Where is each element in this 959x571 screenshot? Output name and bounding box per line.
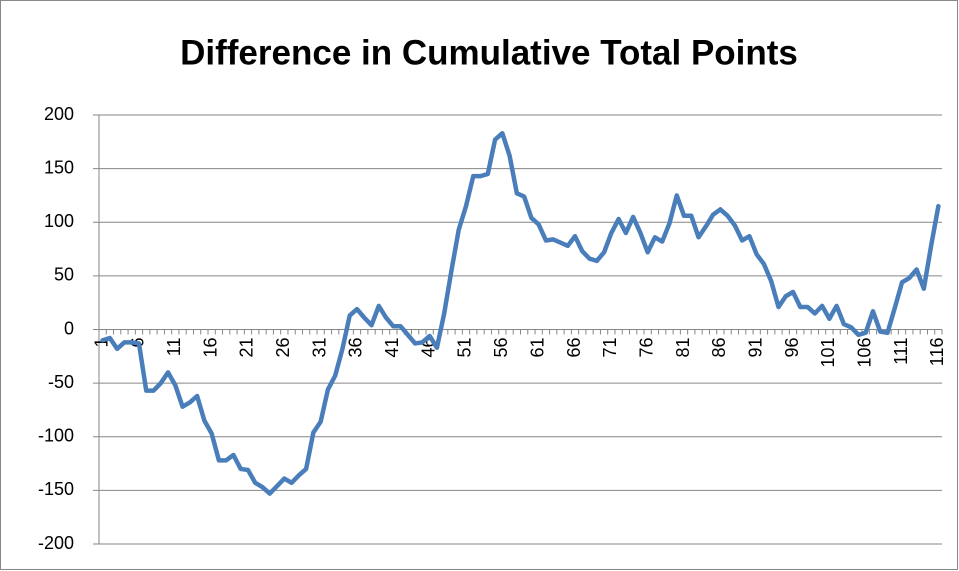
y-tick-label: 150 (44, 157, 74, 177)
x-tick-label: 76 (636, 338, 656, 358)
y-tick-label: 200 (44, 104, 74, 124)
y-tick-label: -100 (38, 426, 74, 446)
x-tick-label: 1 (91, 338, 111, 348)
x-tick-label: 36 (346, 338, 366, 358)
x-tick-label: 71 (600, 338, 620, 358)
x-tick-label: 91 (745, 338, 765, 358)
y-tick-label: -150 (38, 479, 74, 499)
x-tick-label: 81 (673, 338, 693, 358)
x-tick-label: 96 (782, 338, 802, 358)
data-line (100, 130, 941, 496)
x-tick-label: 11 (164, 338, 184, 357)
x-tick-label: 26 (273, 338, 293, 358)
chart-title: Difference in Cumulative Total Points (180, 33, 798, 72)
x-tick-label: 51 (455, 338, 475, 358)
x-tick-label: 101 (818, 338, 838, 368)
y-tick-label: 0 (64, 318, 74, 338)
x-tick-label: 21 (237, 338, 257, 358)
x-tick-label: 111 (891, 338, 911, 365)
x-tick-label: 31 (309, 338, 329, 358)
x-tick-label: 106 (854, 338, 874, 368)
y-tick-label: 50 (54, 265, 74, 285)
x-tick-label: 56 (491, 338, 511, 358)
x-tick-label: 61 (527, 338, 547, 358)
x-tick-label: 66 (564, 338, 584, 358)
y-tick-label: 100 (44, 211, 74, 231)
x-tick-label: 86 (709, 338, 729, 358)
x-tick-label: 116 (927, 338, 947, 367)
y-tick-label: -50 (48, 372, 74, 392)
y-tick-label: -200 (38, 533, 74, 553)
x-tick-label: 16 (200, 338, 220, 358)
x-tick-label: 41 (382, 338, 402, 358)
